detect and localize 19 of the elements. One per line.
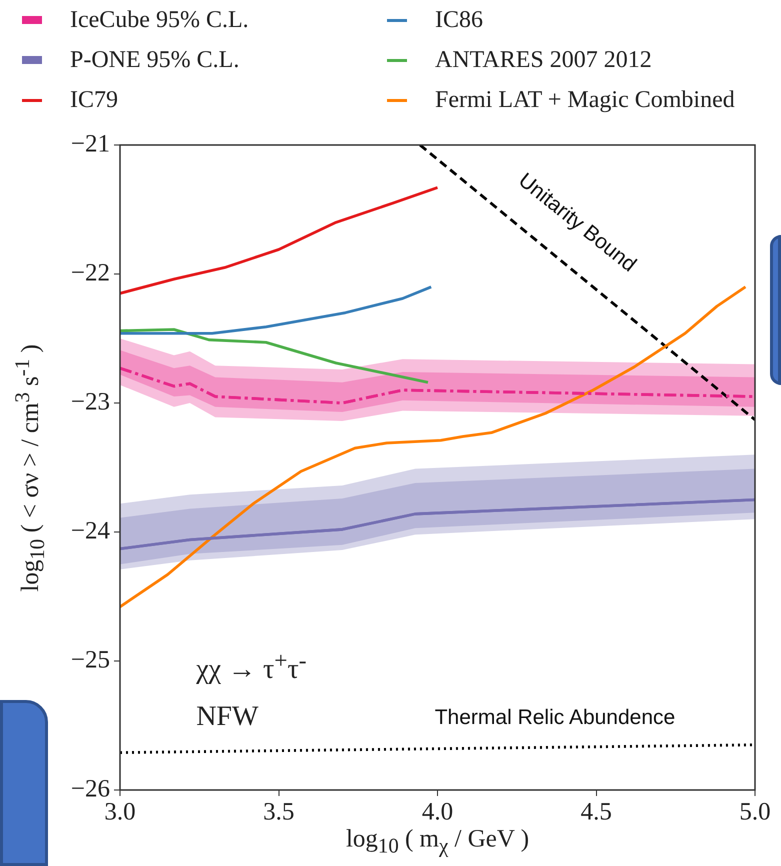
legend-label: Fermi LAT + Magic Combined — [435, 86, 735, 114]
annotation: χχ → τ$^{+}$τ$^{-}$ — [196, 648, 306, 687]
annotation: NFW — [196, 701, 258, 734]
x-tick-label: 4.5 — [580, 798, 612, 826]
y-tick-label: −24 — [70, 518, 110, 545]
y-tick-label: −23 — [70, 388, 110, 416]
y-tick-label: −21 — [70, 130, 110, 158]
legend-label: IC86 — [435, 6, 483, 34]
legend-label: IceCube 95% C.L. — [70, 6, 249, 34]
x-axis-title: log$_{10}$ ( m$_{χ}$ / GeV ) — [346, 826, 530, 858]
x-tick-label: 4.0 — [422, 798, 454, 826]
y-tick-label: −25 — [70, 646, 110, 674]
legend-label: IC79 — [70, 86, 118, 114]
x-tick-label: 3.5 — [263, 798, 294, 826]
legend-label: ANTARES 2007 2012 — [435, 46, 652, 74]
y-tick-label: −22 — [70, 260, 110, 287]
legend-label: P-ONE 95% C.L. — [70, 46, 240, 74]
annotation: Thermal Relic Abundence — [434, 706, 676, 730]
x-tick-label: 5.0 — [739, 798, 771, 826]
